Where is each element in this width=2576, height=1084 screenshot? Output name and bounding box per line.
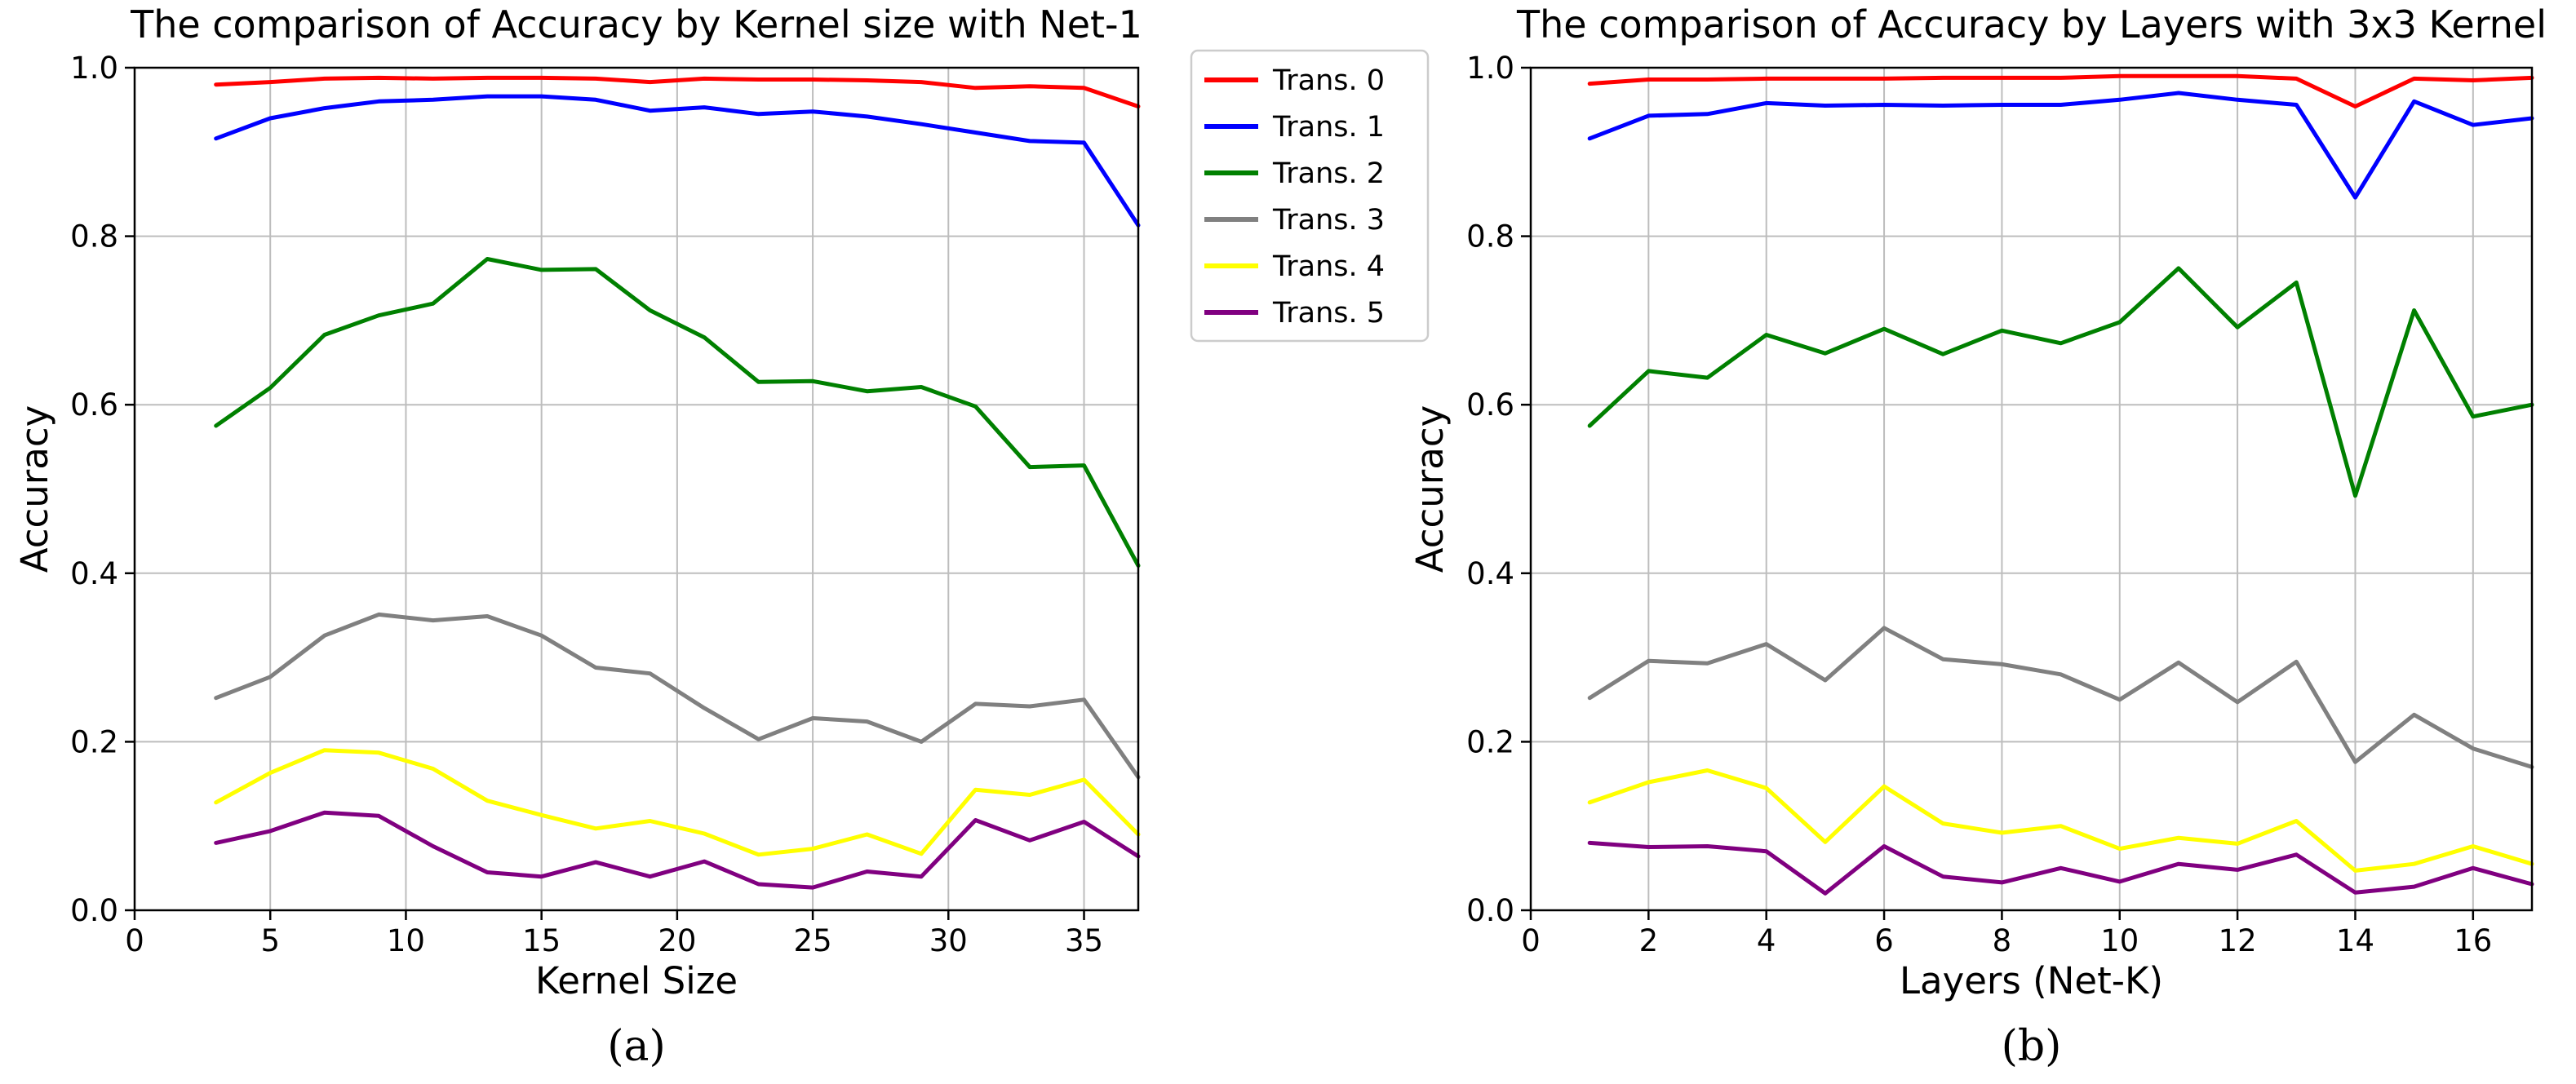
legend-label-trans-2: Trans. 2: [1272, 157, 1385, 190]
panel-b-series-trans-1: [1587, 91, 2534, 200]
panel-b-series-trans-2: [1587, 266, 2534, 498]
panel-a-series-trans-1: [214, 94, 1141, 228]
legend-item-trans-2: Trans. 2: [1204, 157, 1385, 190]
legend-label-trans-4: Trans. 4: [1272, 250, 1385, 283]
panel-a-gridlines: [134, 67, 1138, 911]
panel-b-chart: 0 2 4 6 8 10 12 14 16 0.0 0.2 0.4 0.6 0.8 1.0 The comp…: [1408, 2, 2547, 1071]
panel-a-title: The comparison of Accuracy by Kernel siz…: [130, 2, 1142, 46]
panel-a-ytick-label: 0.8: [70, 219, 118, 254]
panel-a-xtick-label: 5: [260, 923, 280, 958]
panel-b-xtick-label: 6: [1874, 923, 1894, 958]
legend-item-trans-1: Trans. 1: [1204, 111, 1385, 144]
panel-a-xtick-label: 0: [125, 923, 144, 958]
panel-b-ytick-label: 0.6: [1466, 387, 1514, 423]
panel-a-xtick-label: 30: [929, 923, 968, 958]
panel-a-caption: (a): [607, 1022, 666, 1071]
panel-b-xtick-label: 0: [1521, 923, 1541, 958]
legend-label-trans-0: Trans. 0: [1272, 64, 1385, 97]
panel-b-xlabel: Layers (Net-K): [1900, 959, 2163, 1002]
panel-b-title: The comparison of Accuracy by Layers wit…: [1516, 2, 2547, 46]
legend-item-trans-0: Trans. 0: [1204, 64, 1385, 97]
panel-a-xtick-label: 25: [794, 923, 832, 958]
panel-b-series-trans-4: [1587, 768, 2534, 873]
panel-b-series: [1587, 73, 2534, 896]
panel-b-ytick-label: 0.2: [1466, 724, 1514, 759]
panel-b-caption: (b): [2002, 1022, 2062, 1071]
panel-b-xtick-label: 16: [2454, 923, 2492, 958]
panel-a-series-trans-4: [214, 748, 1141, 857]
panel-a-chart: 0 5 10 15 20 25 30 35 0.0 0.2 0.4 0.6 0.8 1.0 The com…: [13, 2, 1142, 1071]
panel-b-ytick-label: 1.0: [1466, 51, 1514, 86]
panel-a-xtick-label: 20: [658, 923, 696, 958]
panel-a-xtick-label: 10: [387, 923, 425, 958]
panel-a-series-trans-3: [214, 612, 1141, 780]
legend-label-trans-1: Trans. 1: [1272, 111, 1385, 144]
panel-a-ytick-label: 1.0: [70, 51, 118, 86]
legend-item-trans-5: Trans. 5: [1204, 297, 1385, 330]
panel-a-xtick-label: 15: [522, 923, 561, 958]
panel-a-ytick-label: 0.2: [70, 724, 118, 759]
panel-b-ytick-label: 0.0: [1466, 893, 1514, 928]
panel-b-series-trans-5: [1587, 840, 2534, 896]
panel-b-axes-frame: [1529, 66, 2534, 912]
panel-a-xtick-label: 35: [1065, 923, 1103, 958]
panel-a-ytick-label: 0.0: [70, 893, 118, 928]
panel-b-gridlines: [1530, 67, 2532, 911]
panel-b-xtick-label: 10: [2100, 923, 2139, 958]
panel-b-xtick-label: 8: [1993, 923, 2012, 958]
legend-label-trans-3: Trans. 3: [1272, 204, 1385, 237]
panel-b-series-trans-0: [1587, 73, 2534, 108]
panel-b-xtick-label: 12: [2219, 923, 2257, 958]
legend-label-trans-5: Trans. 5: [1272, 297, 1385, 330]
panel-a-ytick-label: 0.4: [70, 556, 118, 591]
panel-a-series: [214, 75, 1141, 890]
panel-b-xtick-label: 14: [2336, 923, 2374, 958]
panel-a-xlabel: Kernel Size: [535, 959, 738, 1002]
legend-item-trans-3: Trans. 3: [1204, 204, 1385, 237]
panel-a-ticks: 0 5 10 15 20 25 30 35 0.0 0.2 0.4 0.6 0.8 1.0: [70, 51, 1103, 958]
panel-b-ylabel: Accuracy: [1408, 405, 1452, 573]
panel-b-ticks: 0 2 4 6 8 10 12 14 16 0.0 0.2 0.4 0.6 0.8 1.0: [1466, 51, 2492, 958]
panel-b-series-trans-3: [1587, 626, 2534, 769]
panel-a-series-trans-2: [214, 257, 1141, 568]
panel-b-xtick-label: 2: [1639, 923, 1659, 958]
panel-a-series-trans-5: [214, 810, 1141, 890]
panel-b-ytick-label: 0.8: [1466, 219, 1514, 254]
panel-a-axes-frame: [133, 66, 1140, 912]
panel-b-xtick-label: 4: [1757, 923, 1776, 958]
legend: Trans. 0 Trans. 1 Trans. 2 Trans. 3 Tran…: [1190, 49, 1430, 343]
panel-a-ytick-label: 0.6: [70, 387, 118, 423]
panel-a-series-trans-0: [214, 75, 1141, 108]
legend-item-trans-4: Trans. 4: [1204, 250, 1385, 283]
panel-a-ylabel: Accuracy: [13, 405, 56, 573]
panel-b-ytick-label: 0.4: [1466, 556, 1514, 591]
